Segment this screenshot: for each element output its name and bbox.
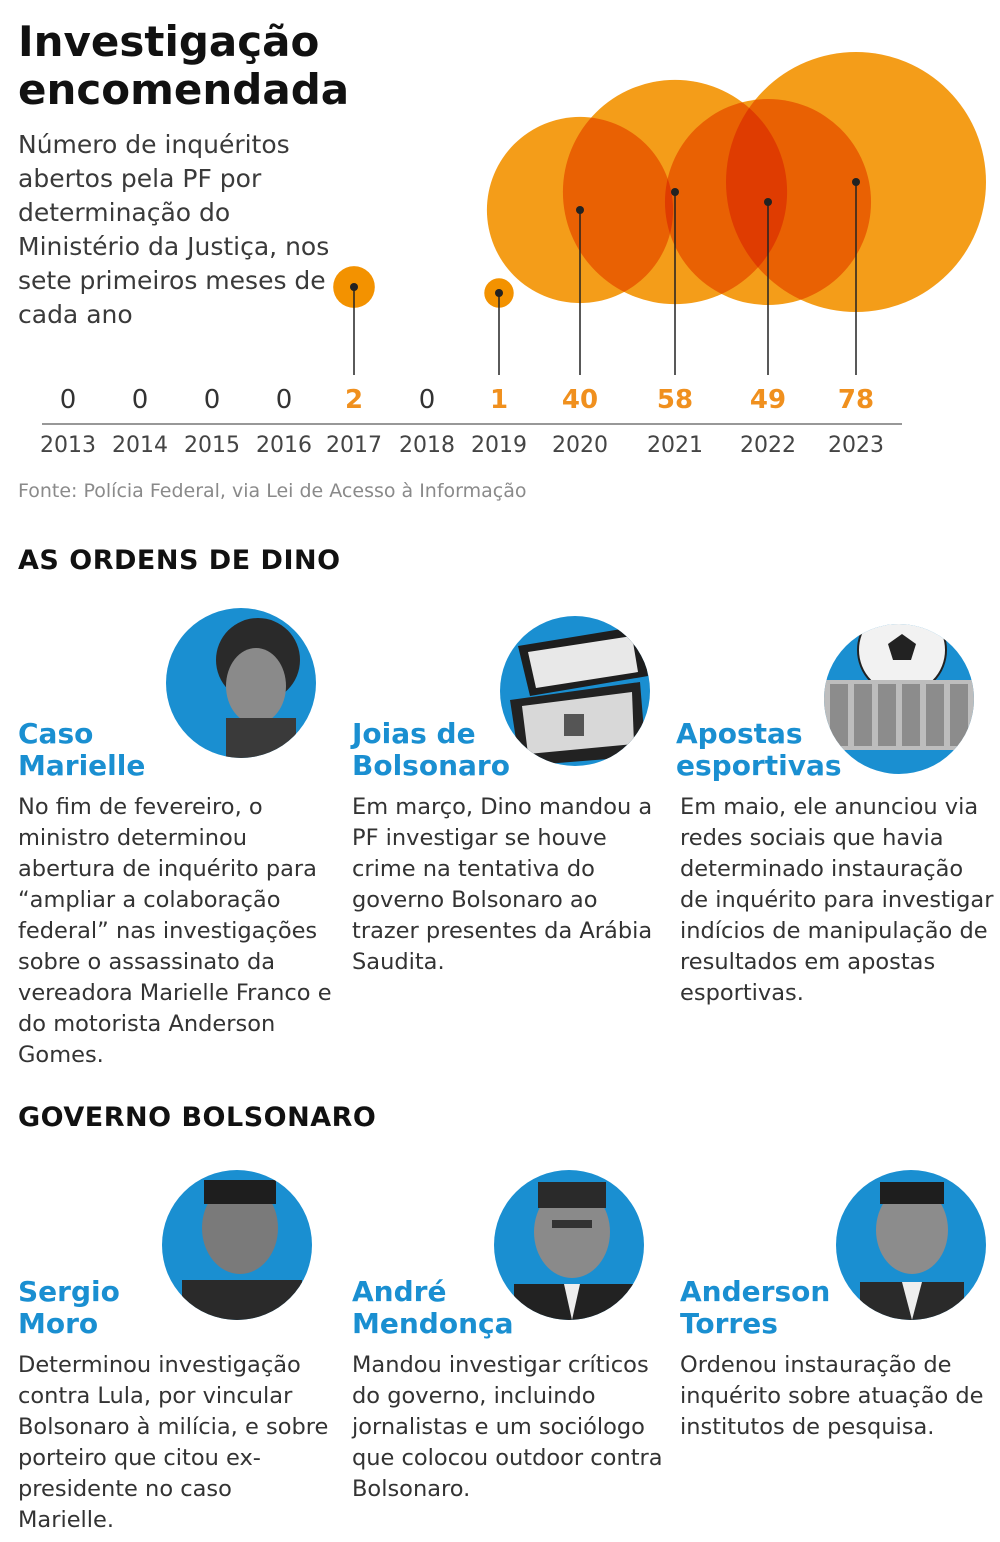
card-title: Joias de Bolsonaro bbox=[352, 717, 510, 782]
value-label-2019: 1 bbox=[490, 385, 508, 415]
bubble-chart: 0 2013 0 2014 0 2015 0 2016 2 2017 0 2018 1 2019 40 202… bbox=[40, 52, 986, 458]
card-text: Mandou investigar críticos do governo, i… bbox=[352, 1352, 663, 1502]
jewelry-box-photo bbox=[500, 616, 650, 766]
card-text: No fim de fevereiro, o ministro determin… bbox=[18, 794, 332, 1068]
stem-dot-2019 bbox=[495, 289, 503, 297]
value-label-2023: 78 bbox=[838, 385, 874, 415]
card-text: Em março, Dino mandou a PF investigar se… bbox=[352, 794, 653, 975]
jewelry-box-icon bbox=[510, 626, 648, 766]
card-title: Sergio Moro bbox=[18, 1275, 120, 1340]
stem-dot-2017 bbox=[350, 283, 358, 291]
value-label-2016: 0 bbox=[276, 385, 293, 415]
card-title: Anderson Torres bbox=[680, 1275, 831, 1340]
x-tick-label-2016: 2016 bbox=[256, 433, 312, 458]
moro-photo bbox=[162, 1170, 312, 1320]
value-label-2021: 58 bbox=[657, 385, 693, 415]
value-label-2020: 40 bbox=[562, 385, 598, 415]
x-tick-label-2023: 2023 bbox=[828, 433, 884, 458]
card-text: Ordenou instauração de inquérito sobre a… bbox=[680, 1352, 984, 1440]
football-and-money-icon bbox=[824, 624, 974, 750]
value-label-2018: 0 bbox=[419, 385, 436, 415]
value-label-2022: 49 bbox=[750, 385, 786, 415]
source-note: Fonte: Polícia Federal, via Lei de Acess… bbox=[18, 480, 527, 502]
x-tick-label-2013: 2013 bbox=[40, 433, 96, 458]
value-label-2013: 0 bbox=[60, 385, 77, 415]
stem-dot-2022 bbox=[764, 198, 772, 206]
chart-subtitle: Número de inquéritos abertos pela PF por… bbox=[18, 130, 330, 329]
section-heading-dino: AS ORDENS DE DINO bbox=[18, 545, 341, 576]
x-tick-label-2021: 2021 bbox=[647, 433, 703, 458]
torres-photo bbox=[836, 1170, 986, 1320]
portrait-icon bbox=[860, 1182, 964, 1320]
marielle-photo bbox=[166, 608, 316, 758]
x-tick-label-2019: 2019 bbox=[471, 433, 527, 458]
card-title: André Mendonça bbox=[352, 1275, 514, 1340]
portrait-icon bbox=[216, 618, 300, 758]
x-tick-label-2020: 2020 bbox=[552, 433, 608, 458]
x-tick-label-2014: 2014 bbox=[112, 433, 168, 458]
section-heading-bolsonaro: GOVERNO BOLSONARO bbox=[18, 1102, 377, 1133]
card-text: Em maio, ele anunciou via redes sociais … bbox=[680, 794, 994, 1006]
value-label-2017: 2 bbox=[345, 385, 363, 415]
football-money-photo bbox=[824, 624, 974, 774]
stem-dot-2020 bbox=[576, 206, 584, 214]
portrait-icon bbox=[514, 1182, 634, 1320]
x-tick-label-2017: 2017 bbox=[326, 433, 382, 458]
x-tick-label-2022: 2022 bbox=[740, 433, 796, 458]
value-label-2014: 0 bbox=[132, 385, 149, 415]
x-tick-label-2018: 2018 bbox=[399, 433, 455, 458]
stems-group bbox=[350, 178, 860, 375]
card-text: Determinou investigação contra Lula, por… bbox=[18, 1352, 329, 1533]
stem-dot-2023 bbox=[852, 178, 860, 186]
bubbles-group bbox=[333, 52, 986, 312]
x-tick-label-2015: 2015 bbox=[184, 433, 240, 458]
value-label-2015: 0 bbox=[204, 385, 221, 415]
portrait-icon bbox=[182, 1180, 302, 1320]
stem-dot-2021 bbox=[671, 188, 679, 196]
chart-title: Investigação encomendada bbox=[18, 17, 350, 114]
mendonca-photo bbox=[494, 1170, 644, 1320]
card-title: Apostas esportivas bbox=[676, 717, 842, 782]
card-title: Caso Marielle bbox=[18, 717, 146, 782]
